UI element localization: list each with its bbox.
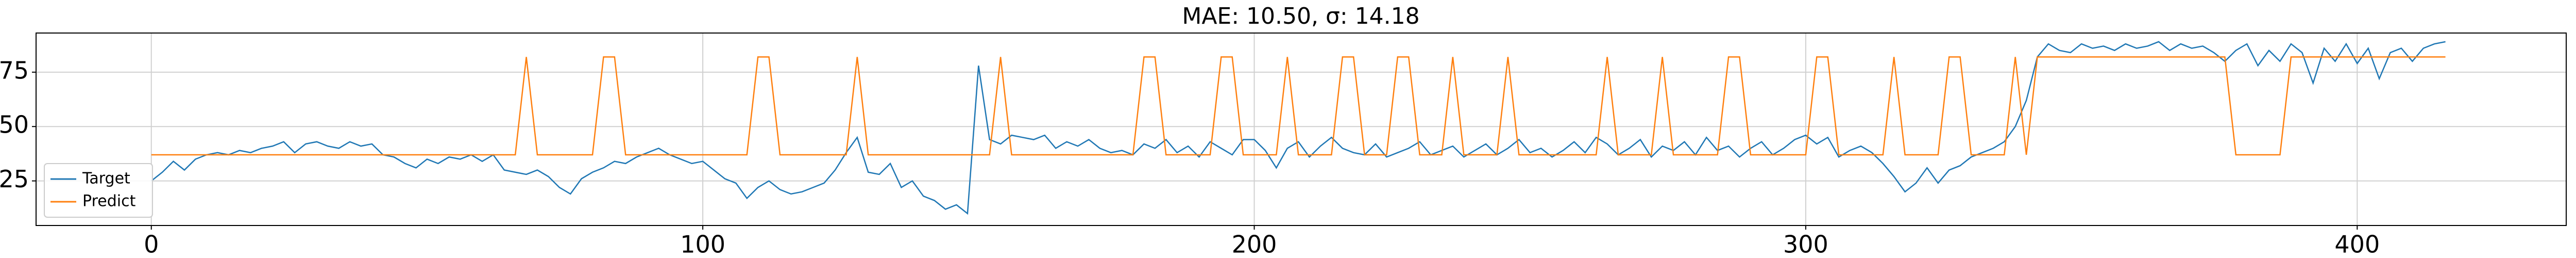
- y-tick-label: 50: [0, 111, 29, 139]
- series-line: [151, 56, 2446, 156]
- legend-label: Predict: [82, 192, 136, 211]
- legend: Target Predict: [44, 163, 153, 218]
- series-line: [150, 41, 2446, 215]
- legend-label: Target: [82, 170, 130, 188]
- x-tick-label: 0: [144, 231, 159, 258]
- x-tick-label: 300: [1783, 231, 1828, 258]
- x-tick-label: 100: [680, 231, 725, 258]
- plot-frame: [36, 33, 2567, 226]
- legend-box: [44, 163, 153, 218]
- x-tick-label: 200: [1232, 231, 1277, 258]
- x-tick-label: 400: [2334, 231, 2380, 258]
- chart-title: MAE: 10.50, σ: 14.18: [1182, 3, 1419, 29]
- y-tick-label: 25: [0, 165, 29, 193]
- y-tick-label: 75: [0, 56, 29, 84]
